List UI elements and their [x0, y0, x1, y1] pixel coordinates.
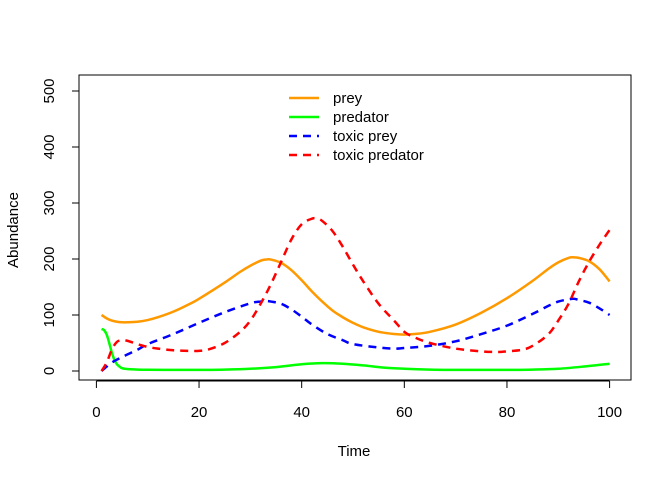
- x-tick-label: 20: [191, 404, 208, 421]
- y-axis: 0 100 200 300 400 500 Abundance: [5, 78, 80, 375]
- y-tick-label: 500: [41, 78, 58, 103]
- plot-area: [78, 74, 632, 381]
- y-tick-label: 300: [41, 190, 58, 215]
- x-ticks: 0 20 40 60 80 100: [92, 381, 622, 421]
- y-tick-label: 400: [41, 134, 58, 159]
- y-axis-title: Abundance: [5, 192, 22, 268]
- legend-label-toxic-prey: toxic prey: [333, 128, 398, 145]
- series-layer: [100, 216, 611, 372]
- x-axis: 0 20 40 60 80 100 Time: [92, 380, 622, 460]
- x-tick-label: 40: [293, 404, 310, 421]
- y-ticks: 0 100 200 300 400 500: [41, 78, 79, 375]
- series-line-prey: [100, 256, 611, 336]
- y-tick-label: 0: [41, 367, 58, 375]
- x-tick-label: 60: [396, 404, 413, 421]
- x-axis-title: Time: [338, 443, 371, 460]
- series-line-toxic-predator: [100, 216, 611, 372]
- y-tick-label: 200: [41, 246, 58, 271]
- x-tick-label: 0: [92, 404, 100, 421]
- y-tick-label: 100: [41, 302, 58, 327]
- legend: prey predator toxic prey toxic predator: [289, 90, 424, 164]
- series-line-toxic-prey: [100, 297, 611, 372]
- legend-label-predator: predator: [333, 109, 389, 126]
- legend-label-toxic-predator: toxic predator: [333, 147, 424, 164]
- x-tick-label: 100: [597, 404, 622, 421]
- legend-label-prey: prey: [333, 90, 363, 107]
- series-line-predator: [101, 327, 610, 372]
- x-tick-label: 80: [499, 404, 516, 421]
